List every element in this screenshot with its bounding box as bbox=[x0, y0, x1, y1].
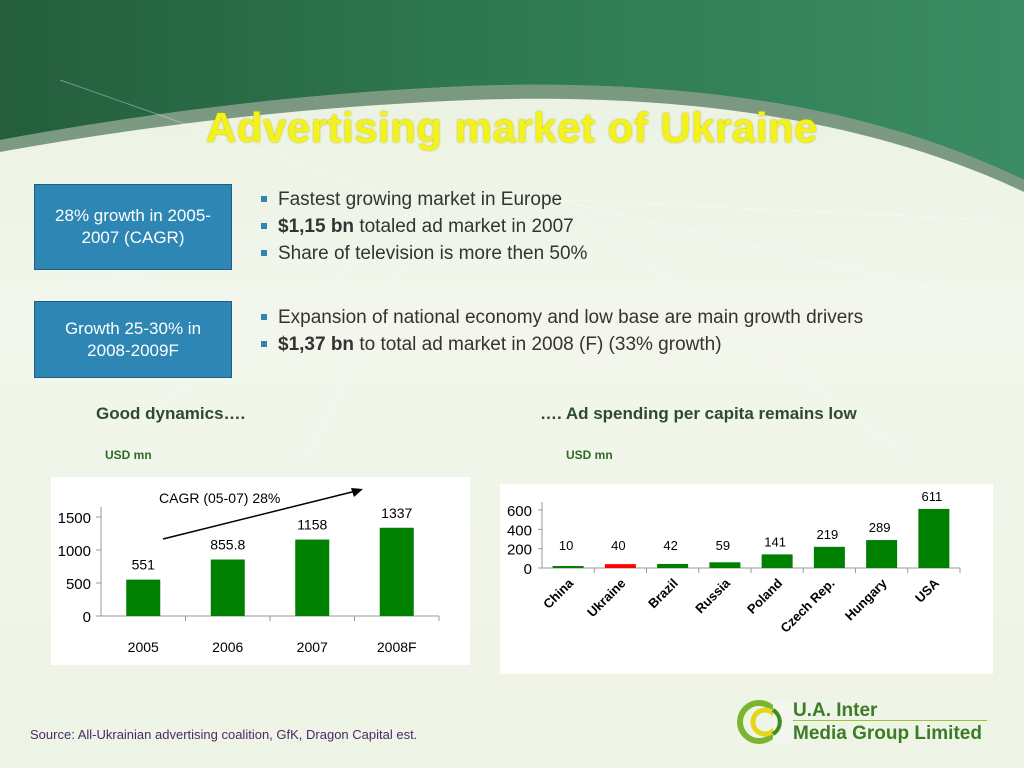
forecast-growth-box: Growth 25-30% in 2008-2009F bbox=[34, 301, 232, 378]
y-tick-label: 0 bbox=[524, 561, 532, 578]
bullet-square-icon bbox=[261, 314, 267, 320]
x-tick-label: 2005 bbox=[128, 639, 159, 655]
bullet-square-icon bbox=[261, 223, 267, 229]
bullet-square-icon bbox=[261, 250, 267, 256]
data-label: 10 bbox=[559, 538, 573, 553]
x-tick-label: 2006 bbox=[212, 639, 243, 655]
y-tick-label: 0 bbox=[83, 609, 91, 626]
bar-ukraine bbox=[604, 564, 636, 568]
x-tick-label: Ukraine bbox=[584, 576, 628, 620]
bullet-bold: $1,15 bn bbox=[278, 216, 355, 237]
logo-text-line1: U.A. Inter bbox=[793, 700, 878, 721]
y-tick-label: 400 bbox=[507, 522, 532, 539]
bar-hungary bbox=[866, 540, 898, 568]
x-tick-label: 2008F bbox=[377, 639, 417, 655]
logo-text-line2: Media Group Limited bbox=[793, 723, 982, 744]
cagr-arrow bbox=[162, 490, 357, 540]
source-note: Source: All-Ukrainian advertising coalit… bbox=[30, 727, 418, 742]
data-label: 289 bbox=[869, 520, 891, 535]
x-tick-label: Poland bbox=[744, 575, 785, 616]
x-tick-label: China bbox=[540, 575, 577, 612]
ad-per-capita-bar-chart: 0 200 400 600 10 China 40 Ukraine 42 Brazil 59 Russ… bbox=[507, 489, 961, 636]
forecast-growth-text: Growth 25-30% in 2008-2009F bbox=[64, 318, 202, 360]
x-tick-label: Russia bbox=[692, 575, 733, 616]
bar-russia bbox=[709, 562, 741, 568]
y-tick-label: 1000 bbox=[58, 543, 91, 560]
bullet-text: totaled ad market in 2007 bbox=[354, 216, 574, 237]
bar-2007 bbox=[295, 539, 330, 616]
market-facts-list: Fastest growing market in Europe $1,15 b… bbox=[258, 186, 587, 267]
bar-china bbox=[552, 566, 584, 568]
cagr-growth-text: 28% growth in 2005-2007 (CAGR) bbox=[55, 206, 211, 247]
cagr-growth-box: 28% growth in 2005-2007 (CAGR) bbox=[34, 184, 232, 270]
bar-brazil bbox=[657, 563, 689, 568]
x-tick-label: Brazil bbox=[645, 576, 681, 612]
bullet-item: $1,15 bn totaled ad market in 2007 bbox=[258, 213, 587, 240]
y-tick-label: 1500 bbox=[58, 510, 91, 527]
logo-divider bbox=[793, 720, 987, 721]
bullet-square-icon bbox=[261, 196, 267, 202]
y-tick-label: 500 bbox=[66, 576, 91, 593]
y-tick-label: 600 bbox=[507, 503, 532, 520]
bullet-text: to total ad market in 2008 (F) (33% grow… bbox=[354, 334, 722, 355]
data-label: 219 bbox=[817, 527, 839, 542]
bar-usa bbox=[918, 508, 950, 568]
bullet-bold: $1,37 bn bbox=[278, 334, 355, 355]
cagr-annotation: CAGR (05-07) 28% bbox=[159, 490, 280, 506]
bullet-text: Share of television is more then 50% bbox=[278, 243, 588, 264]
data-label: 551 bbox=[132, 557, 156, 573]
data-label: 855.8 bbox=[210, 537, 245, 553]
bullet-square-icon bbox=[261, 341, 267, 347]
bar-czech-rep- bbox=[813, 546, 845, 568]
data-label: 59 bbox=[716, 538, 730, 553]
growth-drivers-list: Expansion of national economy and low ba… bbox=[258, 304, 863, 358]
x-tick-label: Hungary bbox=[842, 575, 890, 623]
data-label: 1158 bbox=[297, 517, 327, 533]
slide-title: Advertising market of Ukraine bbox=[205, 104, 818, 151]
bullet-item: Fastest growing market in Europe bbox=[258, 186, 587, 213]
bar-poland bbox=[761, 554, 793, 568]
data-label: 40 bbox=[611, 538, 625, 553]
left-chart-heading: Good dynamics…. bbox=[96, 404, 246, 423]
ad-per-capita-chart-container: 0 200 400 600 10 China 40 Ukraine 42 Brazil 59 Russ… bbox=[500, 484, 993, 674]
bar-2006 bbox=[210, 559, 245, 616]
arrow-head-icon bbox=[351, 488, 363, 497]
bullet-text: Expansion of national economy and low ba… bbox=[278, 307, 864, 328]
x-tick-label: USA bbox=[912, 575, 942, 605]
bar-2008F bbox=[379, 527, 414, 616]
company-logo-icon bbox=[737, 700, 793, 744]
right-chart-heading: …. Ad spending per capita remains low bbox=[540, 404, 857, 423]
x-tick-label: Czech Rep. bbox=[777, 576, 837, 636]
bullet-item: Share of television is more then 50% bbox=[258, 240, 587, 267]
data-label: 141 bbox=[764, 534, 786, 549]
ad-market-chart-container: 0 500 1000 1500 551 2005 855.8 2006 1158 2007 1337… bbox=[51, 477, 470, 665]
data-label: 1337 bbox=[381, 505, 412, 521]
bullet-item: $1,37 bn to total ad market in 2008 (F) … bbox=[258, 331, 863, 358]
x-tick-label: 2007 bbox=[297, 639, 328, 655]
ad-market-bar-chart: 0 500 1000 1500 551 2005 855.8 2006 1158 2007 1337… bbox=[58, 488, 440, 655]
right-chart-unit: USD mn bbox=[566, 448, 613, 462]
data-label: 611 bbox=[922, 489, 943, 504]
y-tick-label: 200 bbox=[507, 542, 532, 559]
data-label: 42 bbox=[663, 538, 677, 553]
bar-2005 bbox=[126, 579, 161, 616]
bullet-item: Expansion of national economy and low ba… bbox=[258, 304, 863, 331]
left-chart-unit: USD mn bbox=[105, 448, 152, 462]
bullet-text: Fastest growing market in Europe bbox=[278, 189, 563, 210]
